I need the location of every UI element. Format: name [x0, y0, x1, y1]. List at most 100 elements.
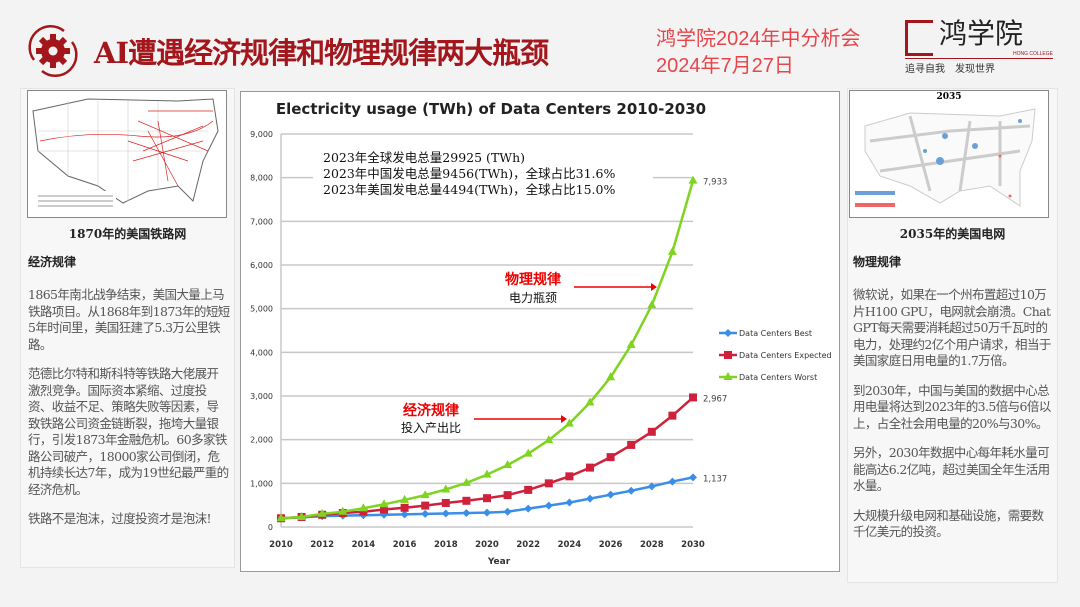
railroad-map-1870 — [27, 90, 227, 218]
data-point — [503, 491, 512, 500]
data-point — [297, 511, 307, 520]
right-map-caption: 2035年的美国电网 — [899, 227, 1006, 241]
y-tick-label: 6,000 — [250, 261, 273, 270]
chart-svg: Electricity usage (TWh) of Data Centers … — [250, 100, 832, 567]
y-tick-label: 0 — [268, 523, 273, 532]
data-point — [524, 485, 533, 494]
data-point — [544, 479, 553, 488]
x-axis-label: Year — [487, 557, 511, 567]
data-point — [462, 496, 471, 505]
data-point — [338, 506, 348, 515]
chart-title: Electricity usage (TWh) of Data Centers … — [276, 100, 706, 118]
data-point — [606, 372, 616, 381]
data-point — [483, 508, 491, 517]
data-point — [503, 507, 512, 516]
data-point — [359, 507, 368, 516]
right-paragraph: 到2030年，中国与美国的数据中心总用电量将达到2023年的3.5倍与6倍以上，… — [853, 382, 1051, 431]
y-tick-label: 7,000 — [250, 217, 273, 226]
x-tick-label: 2018 — [434, 540, 458, 550]
right-paragraph: 大规模升级电网和基础设施，需要数千亿美元的投资。 — [853, 507, 1044, 540]
logo-text: 鸿学院 — [939, 17, 1024, 50]
data-point — [482, 469, 492, 478]
data-point — [317, 508, 327, 517]
right-paragraph: 微软说，如果在一个州布置超过10万片H100 GPU，电网就会崩溃。ChatGP… — [853, 287, 1051, 368]
x-tick-label: 2030 — [681, 540, 705, 550]
data-point — [606, 453, 615, 462]
y-tick-label: 5,000 — [250, 305, 273, 314]
data-point — [379, 499, 389, 508]
power-bottleneck-label: 电力瓶颈 — [509, 291, 557, 305]
left-text-column: 经济规律 1865年南北战争结束，美国大量上马铁路项目。从1868年到1873年… — [28, 253, 230, 528]
data-point — [564, 418, 574, 427]
data-point — [524, 504, 533, 513]
data-point — [400, 503, 409, 512]
end-value-label: 1,137 — [703, 474, 727, 484]
x-tick-label: 2012 — [310, 540, 334, 550]
data-point — [689, 393, 697, 402]
y-tick-label: 2,000 — [250, 436, 273, 445]
data-point — [544, 435, 554, 444]
x-tick-label: 2020 — [475, 540, 499, 550]
y-tick-label: 9,000 — [250, 130, 273, 139]
economic-law-label: 经济规律 — [403, 402, 459, 419]
x-tick-label: 2022 — [516, 540, 540, 550]
right-heading: 物理规律 — [853, 255, 902, 269]
data-point — [586, 463, 594, 472]
stat-line: 2023年全球发电总量29925 (TWh) — [323, 150, 525, 165]
data-point — [380, 505, 388, 514]
x-tick-label: 2016 — [393, 540, 417, 550]
end-value-label: 7,933 — [703, 178, 727, 188]
data-point — [723, 372, 733, 380]
data-point — [627, 486, 636, 495]
data-point — [606, 490, 615, 499]
slogan: 追寻自我 发现世界 — [905, 64, 995, 75]
data-point — [421, 501, 430, 510]
map-title: 2035 — [936, 92, 962, 102]
roi-label: 投入产出比 — [401, 420, 461, 435]
data-point — [647, 300, 657, 309]
stat-line: 2023年美国发电总量4494(TWh)，全球占比15.0% — [323, 182, 615, 197]
y-tick-label: 4,000 — [250, 348, 273, 357]
right-text-column: 物理规律 微软说，如果在一个州布置超过10万片H100 GPU，电网就会崩溃。C… — [853, 253, 1055, 541]
x-tick-label: 2010 — [269, 540, 293, 550]
data-point — [503, 459, 513, 468]
left-paragraph: 1865年南北战争结束，美国大量上马铁路项目。从1868年到1873年的短短5年… — [28, 287, 230, 352]
data-point — [724, 351, 732, 359]
data-point — [689, 473, 697, 482]
y-tick-label: 1,000 — [250, 479, 273, 488]
data-point — [400, 510, 409, 519]
data-point — [647, 482, 656, 491]
power-grid-map-2035: 2035 — [849, 90, 1049, 218]
event-date: 2024年7月27日 — [656, 55, 794, 77]
data-point — [400, 494, 410, 503]
data-point — [585, 397, 595, 406]
y-tick-label: 3,000 — [250, 392, 273, 401]
data-point — [483, 494, 491, 503]
x-tick-label: 2014 — [352, 540, 376, 550]
data-point — [441, 509, 450, 518]
data-point — [647, 427, 656, 436]
data-point — [358, 503, 368, 512]
event-name: 鸿学院2024年中分析会 — [656, 28, 861, 50]
data-point — [668, 411, 677, 420]
left-map-caption: 1870年的美国铁路网 — [68, 227, 187, 241]
data-point — [421, 509, 430, 518]
left-paragraph: 铁路不是泡沫，过度投资才是泡沫! — [28, 511, 212, 526]
data-point — [276, 513, 286, 522]
logo-sub: HONG COLLEGE — [1012, 51, 1053, 57]
legend-item: Data Centers Expected — [739, 351, 832, 360]
data-point — [461, 477, 471, 486]
right-paragraph: 另外，2030年数据中心每年耗水量可能高达6.2亿吨，超过美国全年生活用水量。 — [853, 445, 1050, 493]
data-point — [565, 472, 574, 481]
data-point — [668, 477, 677, 486]
college-logo: 鸿学院 HONG COLLEGE 追寻自我 发现世界 — [905, 18, 1055, 82]
data-point — [462, 509, 471, 518]
data-point — [626, 339, 636, 348]
legend-item: Data Centers Worst — [739, 373, 817, 382]
data-point — [523, 448, 533, 457]
stat-line: 2023年中国发电总量9456(TWh)，全球占比31.6% — [323, 166, 615, 181]
x-tick-label: 2024 — [558, 540, 582, 550]
data-point — [565, 498, 574, 507]
page-title: AI遭遇经济规律和物理规律两大瓶颈 — [94, 36, 549, 70]
data-point — [724, 329, 732, 337]
